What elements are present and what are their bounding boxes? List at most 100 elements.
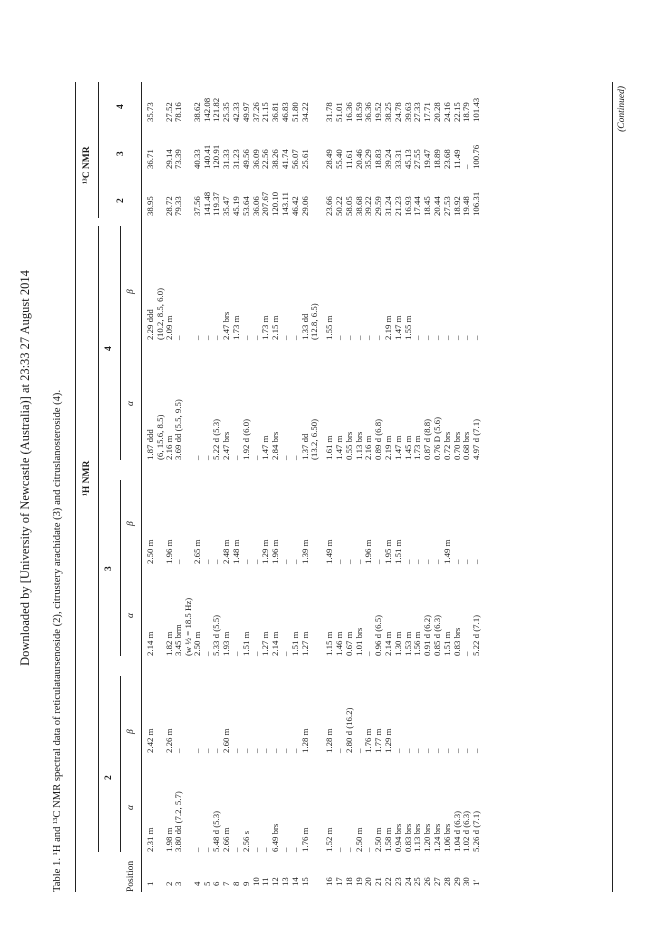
cell-position: 1′	[471, 879, 482, 886]
cell-position: 27	[431, 877, 442, 886]
beta-header-3: β	[126, 521, 136, 526]
cell-alpha-4: 1.47 m	[333, 435, 344, 460]
cell-c13-3: 49.56	[240, 149, 251, 169]
cell-c13-4: 24.16	[441, 102, 452, 122]
cell-alpha-2: –	[343, 847, 354, 852]
cell-beta-2: –	[191, 748, 202, 753]
cell-c13-2: 58.05	[343, 196, 354, 216]
cell-beta-3: –	[343, 559, 354, 564]
cell-position: 22	[382, 877, 393, 886]
cell-beta-2: 1.29 m	[382, 728, 393, 753]
cell-beta-2: –	[441, 748, 452, 753]
continued-note: (Continued)	[617, 86, 627, 132]
cell-alpha-4: –	[191, 455, 202, 460]
compound-4-c-label: 4	[116, 104, 126, 109]
cell-beta-4: –	[343, 335, 354, 340]
c-nmr-group-rule	[98, 82, 99, 218]
cell-beta-2: –	[471, 748, 482, 753]
cell-alpha-4: 0.76 D (5.6)	[431, 416, 442, 460]
cell-beta-3: 1.49 m	[441, 539, 452, 564]
cell-beta-3: –	[240, 559, 251, 564]
cell-beta-2: –	[392, 748, 403, 753]
bottom-rule	[612, 82, 613, 892]
cell-c13-4: 51.01	[333, 102, 344, 122]
h-nmr-group-label: ¹H NMR	[82, 460, 92, 496]
cell-alpha-2: –	[191, 847, 202, 852]
cell-c13-4: 24.78	[392, 102, 403, 122]
cell-c13-3: 33.31	[392, 149, 403, 169]
cell-c13-3: 25.61	[299, 149, 310, 169]
cell-position: 3	[173, 881, 184, 886]
cell-beta-4: 1.47 m	[392, 315, 403, 340]
cell-alpha-4: 1.87 ddd (6, 15.6, 8.5)	[145, 414, 165, 460]
cell-beta-4: –	[333, 335, 344, 340]
cell-beta-2: 2.80 d (16.2)	[343, 707, 354, 753]
compound-3-rule	[120, 480, 121, 656]
cell-c13-3: 23.68	[441, 149, 452, 169]
beta-header-2: β	[126, 729, 136, 734]
cell-beta-4: –	[191, 335, 202, 340]
cell-beta-3: –	[173, 559, 184, 564]
cell-alpha-4: 2.19 m	[382, 435, 393, 460]
cell-c13-3: 18.89	[431, 149, 442, 169]
cell-alpha-4: 1.92 d (6.0)	[240, 418, 251, 460]
compound-4-h-label: 4	[104, 346, 114, 351]
cell-c13-2: 31.24	[382, 196, 393, 216]
cell-alpha-3: 1.27 m	[299, 631, 310, 656]
cell-beta-2: –	[173, 748, 184, 753]
cell-position: 23	[392, 877, 403, 886]
cell-alpha-2: 5.26 d (7.1)	[471, 810, 482, 852]
cell-alpha-3: 1.51 m	[289, 631, 300, 656]
cell-alpha-4: 1.37 dd (13.2, 6.50)	[299, 418, 320, 460]
cell-alpha-3: 1.51 m	[441, 631, 452, 656]
cell-alpha-2: 3.80 dd (7.2, 5.7)	[173, 791, 184, 852]
c-nmr-group-label: ¹³C NMR	[82, 146, 92, 184]
cell-beta-3: –	[333, 559, 344, 564]
cell-beta-3: –	[289, 559, 300, 564]
cell-c13-2: 38.95	[145, 196, 155, 216]
cell-c13-2: 29.06	[299, 196, 310, 216]
cell-alpha-2: 1.06 brs	[441, 823, 452, 852]
download-notice: Downloaded by [University of Newcastle (…	[18, 270, 32, 666]
cell-alpha-3: 2.14 m	[145, 631, 155, 656]
cell-c13-4: 38.62	[191, 102, 202, 122]
cell-c13-4: 78.16	[173, 102, 184, 122]
cell-beta-3: –	[431, 559, 442, 564]
cell-c13-2: 106.31	[471, 191, 482, 216]
cell-position: 28	[441, 877, 452, 886]
cell-alpha-4: 0.72 brs	[441, 431, 452, 460]
compound-2-c-label: 2	[116, 198, 126, 203]
table-caption: Table 1. ¹H and ¹³C NMR spectral data of…	[52, 389, 63, 892]
h-nmr-group-rule	[98, 226, 99, 852]
cell-c13-2: 37.56	[191, 196, 202, 216]
cell-c13-4: 38.25	[382, 102, 393, 122]
cell-beta-4: –	[289, 335, 300, 340]
position-header: Position	[126, 860, 136, 892]
cell-c13-4: 49.97	[240, 102, 251, 122]
cell-c13-4: 35.73	[145, 102, 155, 122]
cell-position: 9	[240, 881, 251, 886]
cell-beta-2: –	[240, 748, 251, 753]
cell-alpha-3: 1.51 m	[240, 631, 251, 656]
cell-beta-4: –	[441, 335, 452, 340]
cell-alpha-4: 1.47 m	[392, 435, 403, 460]
cell-c13-3: 40.33	[191, 149, 202, 169]
cell-alpha-2: 1.76 m	[299, 827, 310, 852]
cell-c13-3: 11.61	[343, 149, 354, 169]
cell-beta-4: 2.29 ddd (10.2, 8.5, 6.0)	[145, 287, 165, 340]
cell-beta-4: 2.19 m	[382, 315, 393, 340]
cell-alpha-2: 2.31 m	[145, 827, 155, 852]
cell-beta-3: 1.95 m	[382, 539, 393, 564]
cell-alpha-3: 2.14 m	[382, 631, 393, 656]
cell-beta-3: 2.65 m	[191, 539, 202, 564]
cell-c13-2: 21.23	[392, 196, 403, 216]
top-rule	[75, 82, 76, 892]
cell-alpha-2: 1.58 m	[382, 827, 393, 852]
alpha-header-3: α	[126, 613, 136, 618]
cell-beta-4: –	[173, 335, 184, 340]
cell-alpha-2: –	[333, 847, 344, 852]
cell-alpha-2: –	[289, 847, 300, 852]
alpha-header-4: α	[126, 401, 136, 406]
